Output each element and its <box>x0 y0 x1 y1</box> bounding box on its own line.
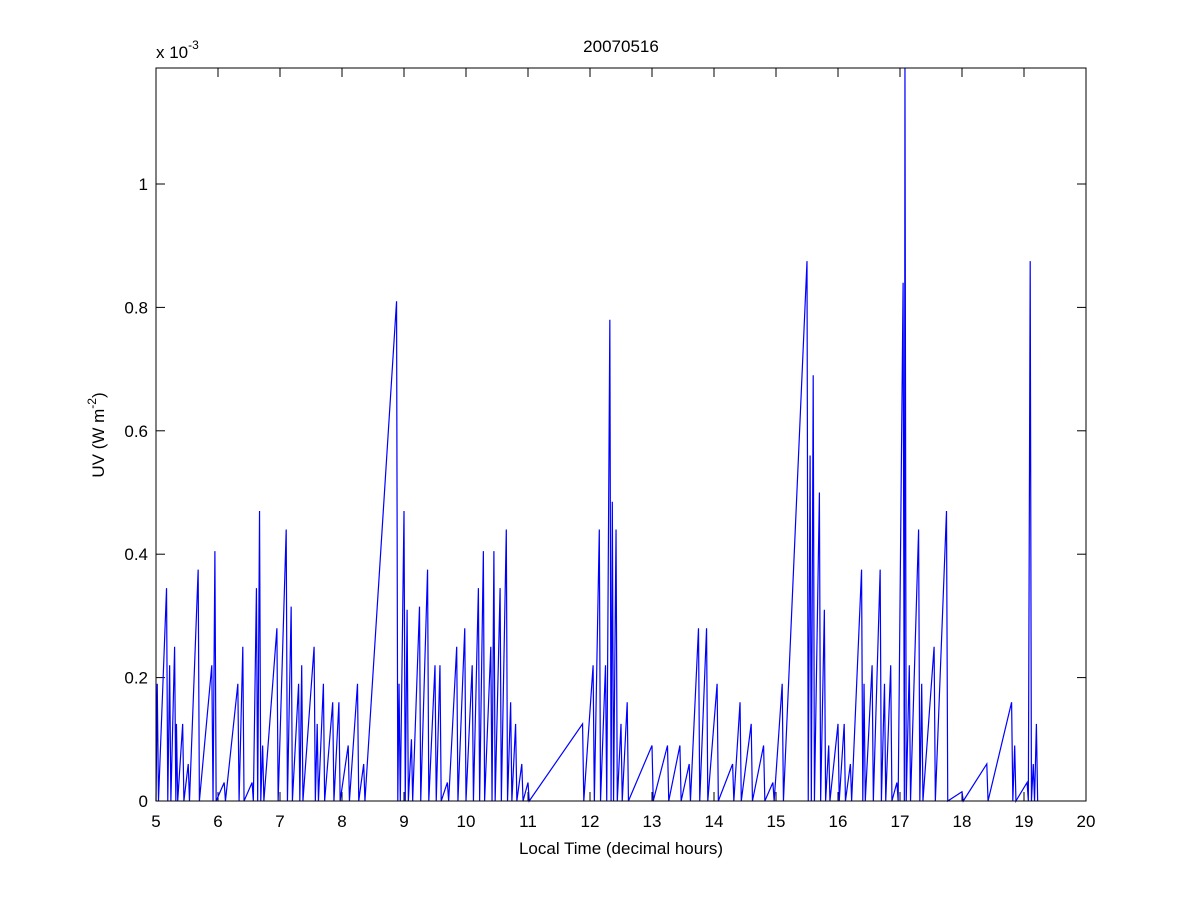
x-tick-label: 9 <box>399 812 408 831</box>
y-axis-label-close: ) <box>89 392 108 398</box>
y-tick-label: 1 <box>139 175 148 194</box>
x-tick-label: 12 <box>581 812 600 831</box>
y-tick-label: 0.2 <box>124 669 148 688</box>
x-tick-label: 5 <box>151 812 160 831</box>
y-multiplier-base: x 10 <box>156 43 188 62</box>
y-tick-label: 0 <box>139 792 148 811</box>
x-tick-label: 7 <box>275 812 284 831</box>
x-tick-label: 16 <box>829 812 848 831</box>
x-tick-label: 6 <box>213 812 222 831</box>
y-axis-label-text: UV (W m <box>89 409 108 478</box>
x-tick-label: 19 <box>1015 812 1034 831</box>
plot-frame <box>155 67 1087 802</box>
x-tick-label: 18 <box>953 812 972 831</box>
x-tick-label: 8 <box>337 812 346 831</box>
y-tick-label: 0.8 <box>124 298 148 317</box>
y-axis-label: UV (W m-2) <box>85 392 108 477</box>
y-multiplier: x 10-3 <box>156 38 199 62</box>
x-tick-label: 20 <box>1077 812 1096 831</box>
chart-title: 20070516 <box>583 37 659 56</box>
x-tick-label: 11 <box>519 812 537 831</box>
y-axis-label-exponent: -2 <box>85 398 99 409</box>
x-axis-label: Local Time (decimal hours) <box>519 839 723 858</box>
y-multiplier-exponent: -3 <box>188 38 199 52</box>
x-tick-label: 13 <box>643 812 662 831</box>
x-tick-label: 10 <box>457 812 476 831</box>
x-tick-label: 15 <box>767 812 786 831</box>
y-tick-label: 0.4 <box>124 545 148 564</box>
x-tick-label: 17 <box>891 812 910 831</box>
x-tick-label: 14 <box>705 812 724 831</box>
y-tick-label: 0.6 <box>124 422 148 441</box>
